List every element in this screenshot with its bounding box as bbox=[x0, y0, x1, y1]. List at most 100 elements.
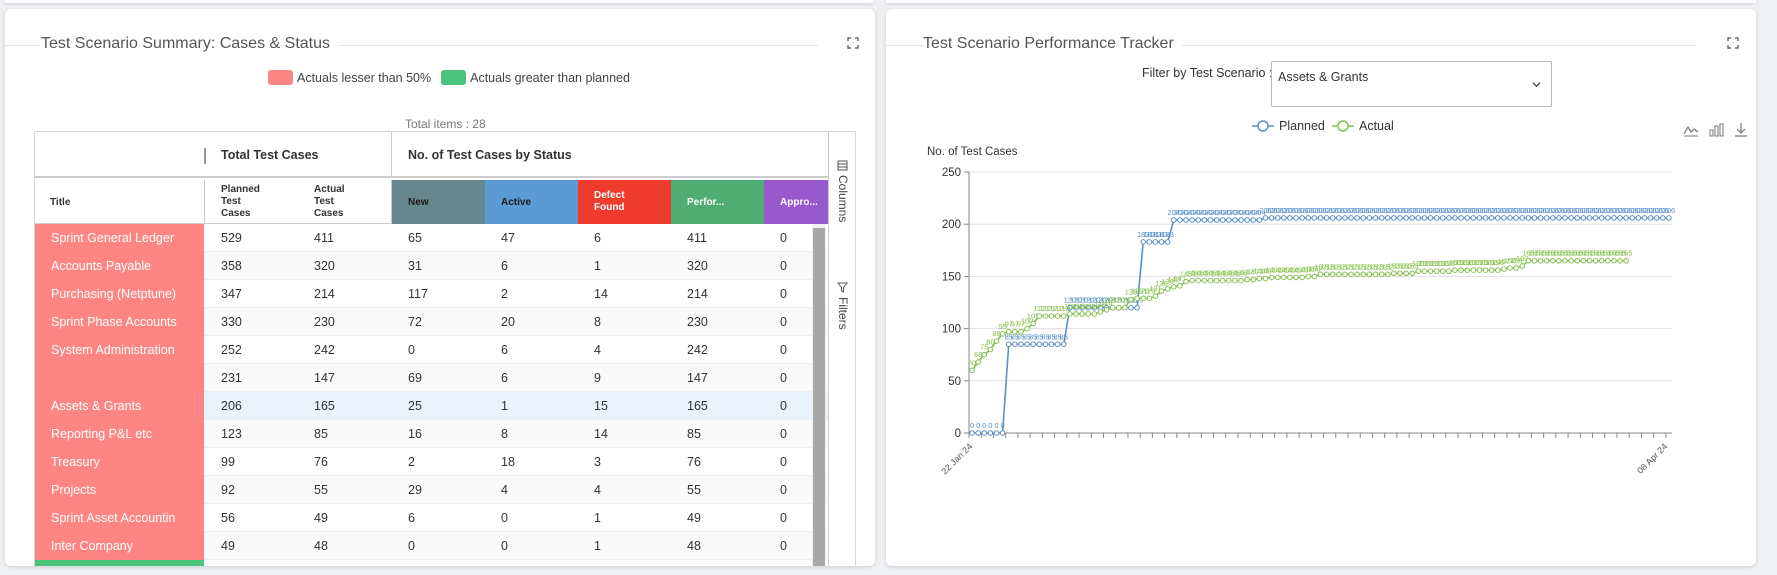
cell-appr: 0 bbox=[780, 483, 787, 497]
table-row[interactable]: Assets & Grants 206 165 25 1 15 165 0 bbox=[35, 392, 828, 420]
row-title[interactable]: Sprint Asset Accountin bbox=[35, 504, 204, 532]
data-label-actual: 114 bbox=[1076, 302, 1088, 311]
line-chart-icon[interactable] bbox=[1683, 122, 1699, 138]
col-header-planned[interactable]: Planned Test Cases bbox=[221, 184, 260, 219]
series-point-actual bbox=[1378, 271, 1385, 278]
cell-planned: 252 bbox=[221, 343, 242, 357]
series-point-planned bbox=[1623, 215, 1629, 221]
row-title[interactable]: Sprint Phase Accounts bbox=[35, 308, 204, 336]
row-title[interactable]: Inter Company bbox=[35, 532, 204, 560]
y-axis-title: No. of Test Cases bbox=[927, 146, 1018, 158]
legend-marker-planned bbox=[1257, 120, 1269, 132]
data-label-planned: 120 bbox=[1094, 296, 1107, 305]
table-row[interactable]: 231 147 69 6 9 147 0 bbox=[35, 364, 828, 392]
col-header-status-3[interactable]: Perfor... bbox=[671, 180, 764, 224]
col-header-status-0[interactable]: New bbox=[392, 180, 485, 224]
row-title[interactable]: Treasury bbox=[35, 448, 204, 476]
legend-marker-actual bbox=[1337, 120, 1349, 132]
table-row[interactable]: Inter Company 49 48 0 0 1 48 0 bbox=[35, 532, 828, 560]
table-row[interactable]: Sprint Phase Accounts 330 230 72 20 8 230 0 bbox=[35, 308, 828, 336]
cell-perf: 147 bbox=[687, 371, 708, 385]
data-label-planned: 204 bbox=[1247, 208, 1260, 217]
series-point-actual bbox=[975, 359, 981, 365]
row-title[interactable]: Reporting P&L etc bbox=[35, 420, 204, 448]
data-label-planned: 206 bbox=[1259, 206, 1272, 215]
data-label-planned: 120 bbox=[1088, 296, 1101, 305]
row-title[interactable]: INFOR bbox=[35, 560, 204, 566]
series-point-actual bbox=[1323, 271, 1330, 278]
col-header-status-2[interactable]: Defect Found bbox=[578, 180, 671, 224]
series-point-planned bbox=[1482, 215, 1489, 221]
expand-icon[interactable] bbox=[1727, 37, 1739, 49]
series-point-planned bbox=[1549, 215, 1556, 221]
series-point-planned bbox=[1556, 215, 1562, 221]
row-title[interactable]: Projects bbox=[35, 476, 204, 504]
data-label-actual: 155 bbox=[1430, 259, 1443, 268]
data-label-planned: 120 bbox=[1082, 296, 1095, 305]
legend-label-planned: Planned bbox=[1279, 119, 1325, 133]
series-point-actual bbox=[1531, 257, 1538, 264]
col-header-title[interactable]: Title bbox=[50, 197, 71, 208]
filters-tab[interactable]: Filters bbox=[836, 297, 850, 330]
cell-planned: 56 bbox=[221, 511, 235, 525]
x-tick-label-first: 22 Jan 24 bbox=[939, 441, 974, 476]
cell-appr: 0 bbox=[780, 427, 787, 441]
series-point-planned bbox=[1030, 341, 1036, 348]
expand-icon[interactable] bbox=[847, 37, 859, 49]
table-row[interactable]: Purchasing (Netptune) 347 214 117 2 14 214 0 bbox=[35, 280, 828, 308]
series-point-planned bbox=[1274, 215, 1281, 221]
series-point-planned bbox=[1397, 215, 1403, 221]
table-row[interactable]: Accounts Payable 358 320 31 6 1 320 0 bbox=[35, 252, 828, 280]
table-row[interactable]: INFOR 45 45 0 0 0 45 0 bbox=[35, 560, 828, 566]
row-title[interactable]: System Administration bbox=[35, 336, 204, 364]
col-header-status-4[interactable]: Appro... bbox=[764, 180, 828, 224]
columns-tab[interactable]: Columns bbox=[836, 175, 850, 223]
row-title[interactable] bbox=[35, 364, 204, 392]
y-tick-label: 200 bbox=[942, 219, 961, 231]
row-title[interactable]: Sprint General Ledger bbox=[35, 224, 204, 252]
series-point-planned bbox=[987, 430, 994, 436]
scrollbar-thumb[interactable] bbox=[813, 228, 825, 566]
table-row[interactable]: Reporting P&L etc 123 85 16 8 14 85 0 bbox=[35, 420, 828, 448]
cell-active: 6 bbox=[501, 343, 508, 357]
group-header-row: Total Test Cases No. of Test Cases by St… bbox=[35, 132, 828, 178]
data-label-planned: 85 bbox=[1017, 332, 1025, 341]
data-label-planned: 183 bbox=[1161, 230, 1174, 239]
download-icon[interactable] bbox=[1733, 122, 1749, 138]
title-rule bbox=[5, 45, 818, 46]
grid-scrollbar[interactable] bbox=[812, 224, 826, 566]
data-label-planned: 120 bbox=[1113, 296, 1126, 305]
row-title[interactable]: Accounts Payable bbox=[35, 252, 204, 280]
bar-chart-icon[interactable] bbox=[1708, 122, 1724, 138]
series-point-planned bbox=[1403, 215, 1409, 221]
data-label-actual: 131 bbox=[1149, 284, 1162, 293]
table-row[interactable]: Treasury 99 76 2 18 3 76 0 bbox=[35, 448, 828, 476]
col-header-actual[interactable]: Actual Test Cases bbox=[314, 184, 345, 219]
data-label-planned: 120 bbox=[1076, 296, 1089, 305]
data-label-planned: 204 bbox=[1216, 208, 1229, 217]
data-label-planned: 0 bbox=[970, 421, 974, 430]
table-row[interactable]: Sprint General Ledger 529 411 65 47 6 411 0 bbox=[35, 224, 828, 252]
table-row[interactable]: System Administration 252 242 0 6 4 242 0 bbox=[35, 336, 828, 364]
series-point-planned bbox=[1354, 215, 1360, 221]
row-title[interactable]: Assets & Grants bbox=[35, 392, 204, 420]
data-label-planned: 206 bbox=[1571, 206, 1584, 215]
cell-planned: 92 bbox=[221, 483, 235, 497]
table-row[interactable]: Sprint Asset Accountin 56 49 6 0 1 49 0 bbox=[35, 504, 828, 532]
series-point-actual bbox=[1250, 276, 1257, 283]
col-header-status-1[interactable]: Active bbox=[485, 180, 578, 224]
series-point-planned bbox=[1060, 341, 1067, 348]
cell-actual: 147 bbox=[314, 371, 335, 385]
series-point-planned bbox=[1568, 215, 1574, 221]
scenario-filter-select[interactable]: Assets & Grants bbox=[1271, 61, 1552, 107]
series-point-actual bbox=[1543, 257, 1550, 264]
table-row[interactable]: Projects 92 55 29 4 4 55 0 bbox=[35, 476, 828, 504]
cell-active: 47 bbox=[501, 231, 515, 245]
cell-planned: 358 bbox=[221, 259, 242, 273]
row-title[interactable]: Purchasing (Netptune) bbox=[35, 280, 204, 308]
series-point-actual bbox=[1501, 266, 1507, 272]
data-label-planned: 206 bbox=[1528, 206, 1541, 215]
data-label-actual: 165 bbox=[1620, 249, 1633, 258]
series-point-planned bbox=[1611, 215, 1617, 221]
data-label-planned: 204 bbox=[1210, 208, 1223, 217]
